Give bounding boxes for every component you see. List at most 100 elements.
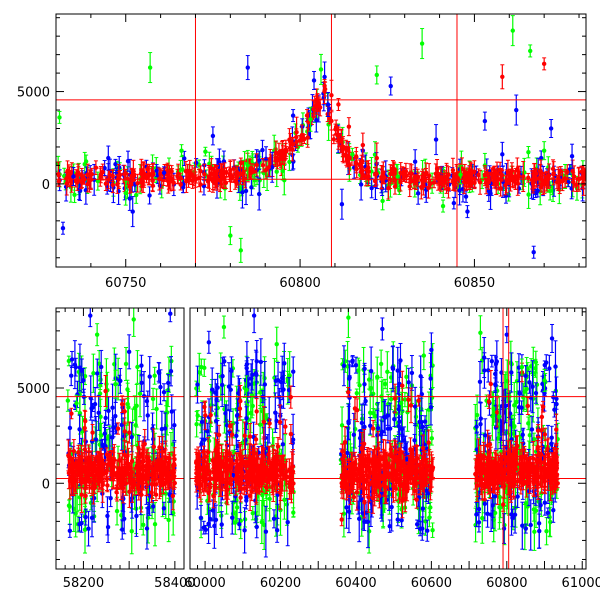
top-blue-point xyxy=(412,159,418,164)
top-blue-point xyxy=(500,152,505,157)
top-red-background-point xyxy=(175,171,181,176)
bottom-blue-background-point xyxy=(102,431,107,436)
top-green-background-point xyxy=(133,192,139,198)
bottom-blue-background-point xyxy=(110,405,115,410)
bottom-red-background-point xyxy=(119,401,125,407)
bottom-blue-background-point xyxy=(95,371,100,376)
top-plot-frame xyxy=(55,13,587,268)
bottom-red-background-point xyxy=(105,483,110,488)
bottom-blue-background-point xyxy=(139,363,144,368)
top-red-background-point xyxy=(85,172,91,177)
top-red-background-point xyxy=(533,171,539,177)
top-data-layer xyxy=(56,15,586,263)
top-red-background-point xyxy=(504,179,509,184)
top-blue-background-point xyxy=(249,185,254,190)
top-red-background-point xyxy=(336,132,341,138)
bottom-blue-background-point xyxy=(159,426,165,432)
top-red-point xyxy=(186,176,191,181)
top-blue-background-point xyxy=(102,165,107,171)
bottom-blue-background-point xyxy=(145,413,150,418)
top-red-background-point xyxy=(571,179,576,185)
bottom-blue-background-point xyxy=(162,426,168,431)
top-blue-point xyxy=(514,107,519,113)
top-blue-background-point xyxy=(358,182,364,187)
bottom-blue-background-point xyxy=(161,390,167,395)
top-red-point xyxy=(249,170,254,176)
top-red-background-point xyxy=(254,162,259,168)
top-red-background-point xyxy=(147,172,152,177)
top-blue-background-point xyxy=(322,74,327,80)
bottom-green-background-point xyxy=(126,405,131,410)
top-green-background-point xyxy=(82,162,87,167)
bottom-blue-background-point xyxy=(113,413,118,419)
top-red-background-point xyxy=(317,105,323,110)
bottom-blue-background-point xyxy=(77,522,82,527)
bottom-green-background-point xyxy=(98,414,103,420)
top-red-background-point xyxy=(260,163,266,168)
bottom-blue-background-point xyxy=(89,515,95,520)
x-tick-label: 60750 xyxy=(105,276,146,291)
top-red-background-point xyxy=(516,169,521,175)
top-red-background-point xyxy=(357,162,362,167)
top-blue-background-point xyxy=(463,194,469,199)
top-red-background-point xyxy=(288,139,293,144)
top-blue-background-point xyxy=(125,159,131,164)
top-red-background-point xyxy=(360,159,365,164)
top-blue-background-point xyxy=(182,156,187,161)
top-green-point xyxy=(57,115,62,120)
bottom-red-background-point xyxy=(172,457,177,462)
top-green-point xyxy=(245,163,250,168)
bottom-red-background-point xyxy=(97,461,102,467)
bottom-red-background-point xyxy=(149,490,154,495)
top-green-background-point xyxy=(380,198,385,204)
top-red-background-point xyxy=(123,171,129,176)
top-blue-background-point xyxy=(457,188,462,193)
bottom-blue-background-point xyxy=(158,384,163,390)
top-green-point xyxy=(440,203,446,209)
top-blue-background-point xyxy=(113,161,118,167)
top-red-point xyxy=(541,61,547,67)
top-blue-point xyxy=(433,137,439,142)
top-blue-background-point xyxy=(147,193,152,198)
bottom-red-background-point xyxy=(90,469,95,474)
bottom-green-background-point xyxy=(77,410,83,416)
bottom-blue-background-point xyxy=(172,423,177,428)
bottom-blue-background-point xyxy=(169,409,174,414)
top-red-background-point xyxy=(302,136,307,142)
top-red-background-point xyxy=(346,148,351,153)
top-blue-background-point xyxy=(415,191,421,196)
bottom-blue-background-point xyxy=(120,527,125,532)
bottom-blue-background-point xyxy=(99,364,104,370)
bottom-red-background-point xyxy=(94,454,100,460)
bottom-red-background-point xyxy=(69,411,74,416)
bottom-red-background-point xyxy=(91,464,97,470)
top-red-background-point xyxy=(103,181,109,186)
top-blue-background-point xyxy=(451,200,457,206)
top-red-point xyxy=(336,102,341,107)
top-red-point xyxy=(374,155,379,161)
top-red-background-point xyxy=(546,173,552,178)
bottom-red-background-point xyxy=(170,493,176,499)
top-blue-point xyxy=(388,83,393,89)
top-blue-background-point xyxy=(256,191,262,197)
top-blue-point xyxy=(269,165,275,170)
top-green-point xyxy=(374,72,379,78)
bottom-blue-background-point xyxy=(129,434,134,440)
top-blue-background-point xyxy=(91,177,97,183)
top-red-background-point xyxy=(413,179,419,184)
bottom-green-background-point xyxy=(135,364,140,370)
top-red-background-point xyxy=(476,172,481,178)
bottom-red-background-point xyxy=(83,418,88,424)
top-red-background-point xyxy=(100,169,105,175)
top-blue-point xyxy=(245,65,250,70)
top-red-background-point xyxy=(438,181,444,186)
bottom-green-background-point xyxy=(65,398,71,403)
bottom-green-background-point xyxy=(129,528,134,534)
top-blue-background-point xyxy=(193,160,199,166)
top-blue-point xyxy=(465,209,470,214)
top-red-point xyxy=(64,176,69,181)
top-red-background-point xyxy=(498,185,503,191)
top-red-background-point xyxy=(135,181,140,186)
top-red-background-point xyxy=(511,179,517,184)
top-green-background-point xyxy=(274,169,279,174)
